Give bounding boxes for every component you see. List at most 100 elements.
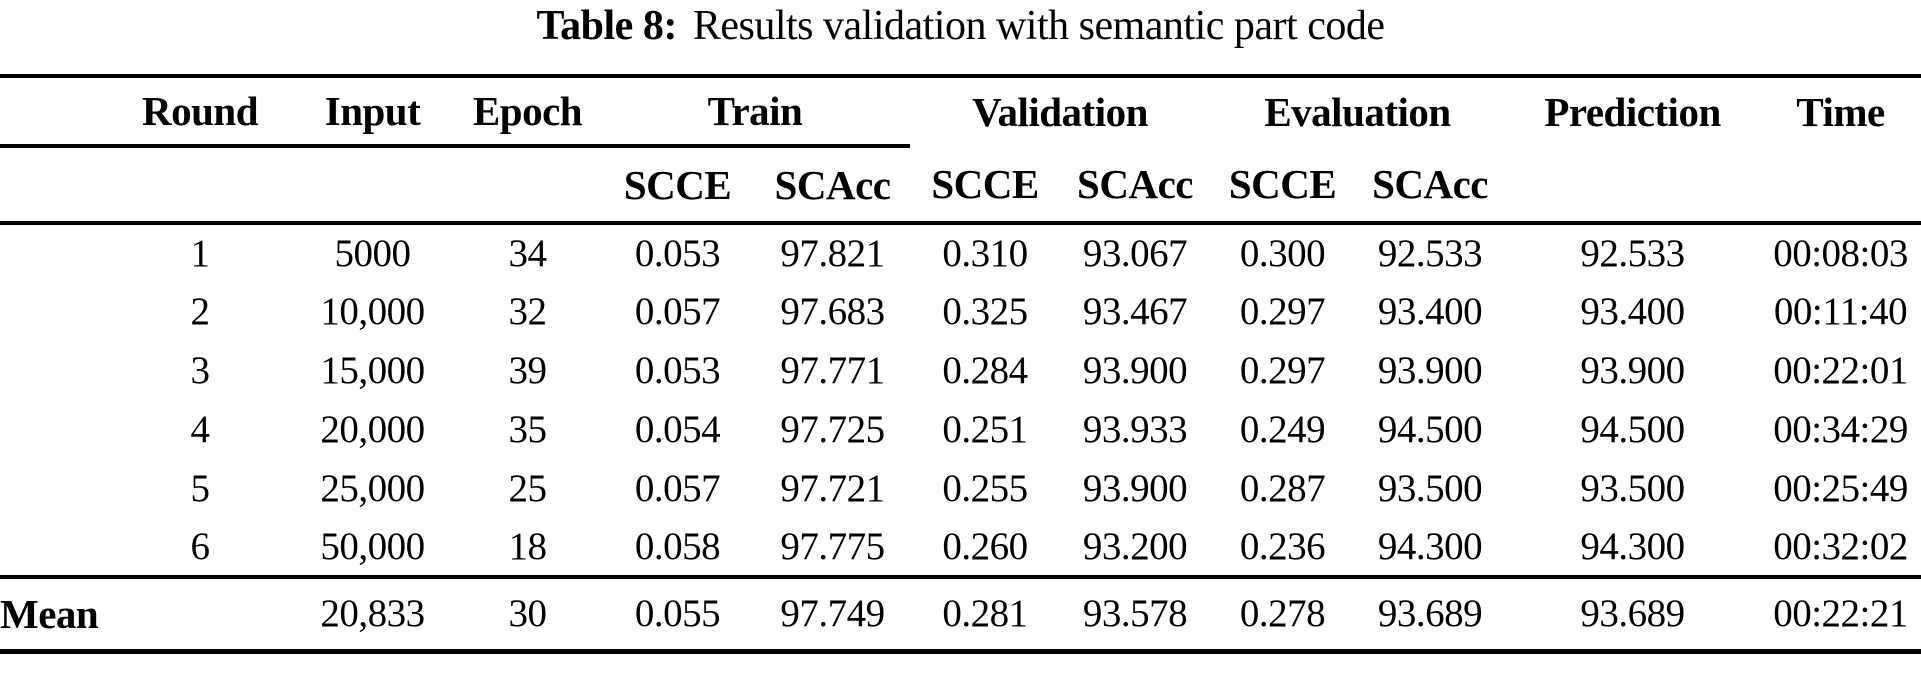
val-scacc-cell: 93.200 [1060, 518, 1211, 579]
eval-scacc-cell: 93.900 [1377, 349, 1483, 392]
row-label-cell [0, 400, 110, 459]
table-row-2: 2 10,000 32 0.057 97.683 0.325 93.467 0.297 93.4… [0, 282, 1921, 341]
round-cell: 4 [190, 408, 211, 451]
eval-scce-cell: 0.297 [1239, 290, 1326, 333]
group-header-train: Train [600, 74, 911, 148]
input-cell: 15,000 [320, 349, 425, 392]
prediction-cell: 93.689 [1505, 577, 1761, 654]
eval-scce-cell: 0.249 [1239, 408, 1326, 451]
group-header-input: Input [290, 74, 455, 148]
train-scacc-cell: 97.725 [780, 408, 885, 451]
table-row-1: 1 5000 34 0.053 97.821 0.310 93.067 0.300 92.533… [0, 223, 1921, 282]
group-header-evaluation: Evaluation [1210, 74, 1506, 146]
val-scacc-cell: 93.578 [1060, 577, 1211, 654]
sub-header-blank [0, 146, 110, 225]
time-cell: 00:08:03 [1773, 232, 1908, 275]
results-table: Round Input Epoch Train Validation Evaluation… [0, 74, 1921, 654]
sub-header-eval-scce: SCCE [1210, 146, 1356, 225]
table-row-3: 3 15,000 39 0.053 97.771 0.284 93.900 0.297 93.9… [0, 341, 1921, 400]
input-cell: 25,000 [320, 467, 425, 510]
train-scce-cell: 0.053 [634, 349, 721, 392]
group-header-row: Round Input Epoch Train Validation Evaluation… [0, 74, 1921, 148]
eval-scce-cell: 0.287 [1239, 467, 1326, 510]
table-body: 1 5000 34 0.053 97.821 0.310 93.067 0.300 92.533… [0, 223, 1921, 579]
sub-header-train-scce: SCCE [600, 146, 755, 225]
prediction-cell: 93.500 [1580, 467, 1685, 510]
input-cell: 50,000 [290, 518, 455, 579]
eval-scacc-cell: 94.300 [1355, 518, 1506, 579]
time-cell: 00:32:02 [1760, 518, 1921, 579]
time-cell: 00:22:21 [1760, 577, 1921, 654]
table-caption-text: Results validation with semantic part co… [692, 3, 1385, 49]
train-scacc-cell: 97.749 [755, 577, 911, 654]
input-cell: 20,833 [290, 577, 455, 654]
round-cell: 1 [190, 232, 211, 275]
sub-header-val-scce: SCCE [910, 146, 1061, 225]
val-scce-cell: 0.251 [942, 408, 1028, 451]
sub-header-train-scacc: SCAcc [755, 146, 911, 225]
row-label-cell: Mean [0, 577, 110, 654]
time-cell: 00:11:40 [1773, 290, 1908, 333]
sub-header-blank [290, 146, 455, 225]
prediction-cell: 94.300 [1505, 518, 1761, 579]
val-scacc-cell: 93.933 [1082, 408, 1188, 451]
prediction-cell: 92.533 [1580, 232, 1685, 275]
epoch-cell: 34 [508, 232, 548, 275]
table-row-5: 5 25,000 25 0.057 97.721 0.255 93.900 0.287 93.5… [0, 459, 1921, 518]
train-scacc-cell: 97.721 [780, 467, 885, 510]
val-scce-cell: 0.255 [942, 467, 1028, 510]
sub-header-eval-scacc: SCAcc [1355, 146, 1506, 225]
val-scce-cell: 0.281 [910, 577, 1061, 654]
group-header-epoch: Epoch [455, 74, 600, 148]
train-scce-cell: 0.053 [634, 232, 721, 275]
round-cell: 6 [110, 518, 290, 579]
eval-scacc-cell: 93.500 [1377, 467, 1483, 510]
train-scacc-cell: 97.775 [755, 518, 911, 579]
eval-scce-cell: 0.236 [1210, 518, 1356, 579]
round-cell [110, 577, 290, 654]
train-scacc-cell: 97.683 [780, 290, 885, 333]
eval-scce-cell: 0.278 [1210, 577, 1356, 654]
train-scce-cell: 0.055 [600, 577, 755, 654]
prediction-cell: 94.500 [1580, 408, 1685, 451]
round-cell: 2 [190, 290, 211, 333]
table-row-4: 4 20,000 35 0.054 97.725 0.251 93.933 0.249 94.5… [0, 400, 1921, 459]
epoch-cell: 32 [508, 290, 548, 333]
table-summary: Mean 20,833 30 0.055 97.749 0.281 93.578 0.278 9… [0, 577, 1921, 654]
input-cell: 5000 [334, 232, 412, 275]
epoch-cell: 25 [508, 467, 548, 510]
round-cell: 3 [190, 349, 211, 392]
time-cell: 00:22:01 [1773, 349, 1908, 392]
sub-header-row: SCCE SCAcc SCCE SCAcc SCCE SCAcc [0, 146, 1921, 225]
group-header-blank [0, 74, 110, 148]
epoch-cell: 18 [455, 518, 600, 579]
val-scacc-cell: 93.067 [1082, 232, 1188, 275]
row-label-cell [0, 518, 110, 579]
val-scacc-cell: 93.900 [1082, 467, 1188, 510]
train-scce-cell: 0.058 [600, 518, 755, 579]
train-scacc-cell: 97.771 [780, 349, 885, 392]
mean-row: Mean 20,833 30 0.055 97.749 0.281 93.578 0.278 9… [0, 577, 1921, 654]
eval-scacc-cell: 93.689 [1355, 577, 1506, 654]
eval-scacc-cell: 93.400 [1377, 290, 1483, 333]
table-caption: Table 8: Results validation with semanti… [0, 0, 1921, 74]
train-scce-cell: 0.057 [634, 467, 721, 510]
sub-header-blank [110, 146, 290, 225]
table-header: Round Input Epoch Train Validation Evaluation… [0, 74, 1921, 225]
time-cell: 00:25:49 [1773, 467, 1908, 510]
val-scacc-cell: 93.900 [1082, 349, 1188, 392]
time-cell: 00:34:29 [1773, 408, 1908, 451]
val-scacc-cell: 93.467 [1082, 290, 1188, 333]
round-cell: 5 [190, 467, 211, 510]
sub-header-blank [1505, 146, 1761, 225]
row-label-cell [0, 223, 110, 282]
group-header-validation: Validation [910, 74, 1211, 146]
prediction-cell: 93.400 [1580, 290, 1685, 333]
group-header-round: Round [110, 74, 290, 148]
group-header-prediction: Prediction [1505, 74, 1761, 146]
eval-scce-cell: 0.300 [1239, 232, 1326, 275]
sub-header-val-scacc: SCAcc [1060, 146, 1211, 225]
input-cell: 10,000 [320, 290, 425, 333]
row-label-cell [0, 459, 110, 518]
